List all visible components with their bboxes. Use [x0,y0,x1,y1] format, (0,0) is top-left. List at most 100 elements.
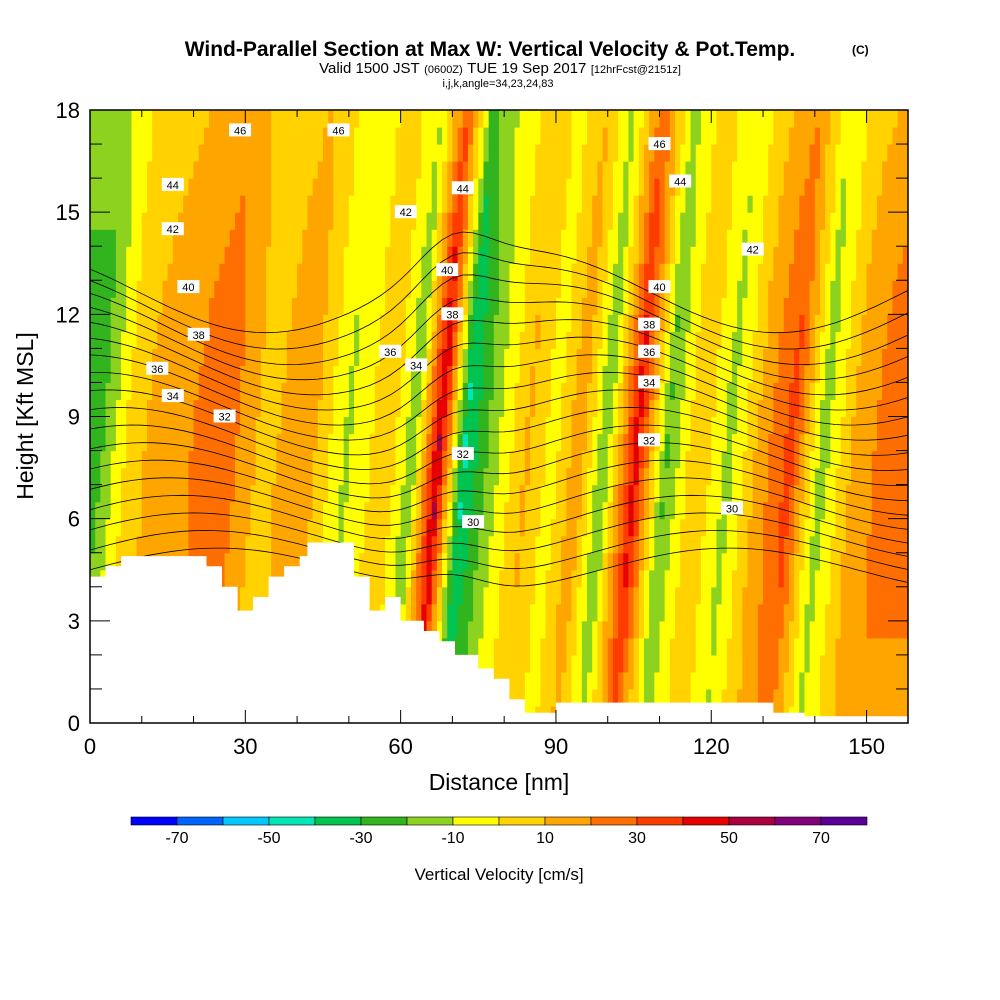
velocity-cell [742,467,749,486]
velocity-cell [695,501,702,520]
velocity-cell [690,484,697,503]
velocity-cell [297,416,303,435]
velocity-cell [183,501,189,520]
velocity-cell [545,110,552,128]
velocity-cell [410,348,417,367]
velocity-cell [369,246,376,264]
velocity-cell [535,433,542,452]
velocity-cell [711,348,718,367]
velocity-cell [297,518,303,537]
velocity-cell [338,314,345,332]
velocity-cell [136,229,143,247]
velocity-cell [338,161,345,179]
velocity-cell [726,144,733,162]
velocity-cell [737,297,743,315]
velocity-cell [115,127,122,145]
velocity-cell [395,535,402,554]
velocity-cell [473,637,479,656]
velocity-cell [747,586,754,605]
velocity-cell [788,416,795,435]
velocity-cell [276,433,283,452]
velocity-cell [561,603,567,622]
velocity-cell [737,484,743,503]
velocity-cell [276,161,283,179]
velocity-cell [115,229,122,247]
velocity-cell [602,433,609,452]
velocity-cell [695,637,702,656]
velocity-cell [333,297,340,315]
velocity-cell [643,450,650,469]
velocity-cell [385,501,391,520]
velocity-cell [426,535,433,554]
velocity-cell [188,450,195,469]
velocity-cell [576,382,583,401]
velocity-cell [203,195,210,213]
velocity-cell [105,297,112,315]
velocity-cell [535,501,542,520]
velocity-cell [695,127,702,145]
velocity-cell [359,331,365,349]
velocity-cell [131,212,138,230]
velocity-cell [266,535,272,554]
velocity-cell [281,297,288,315]
velocity-cell [307,263,314,281]
velocity-cell [333,212,340,230]
velocity-cell [788,688,795,707]
velocity-cell [141,331,148,349]
velocity-cell [747,416,754,435]
velocity-cell [742,501,749,520]
velocity-cell [493,518,500,537]
velocity-cell [499,280,505,298]
velocity-cell [354,331,360,349]
velocity-cell [659,501,666,520]
velocity-cell [426,246,433,264]
velocity-cell [369,535,376,554]
velocity-cell [721,416,728,435]
velocity-cell [700,433,707,452]
velocity-cell [167,161,174,179]
velocity-cell [530,450,536,469]
velocity-cell [499,450,505,469]
velocity-cell [400,433,407,452]
velocity-cell [209,382,215,401]
velocity-cell [742,603,749,622]
velocity-cell [726,399,733,418]
velocity-cell [530,229,536,247]
velocity-cell [654,637,661,656]
velocity-cell [768,637,774,656]
velocity-cell [700,484,707,503]
velocity-cell [209,467,215,486]
velocity-cell [141,297,148,315]
velocity-cell [690,552,697,571]
velocity-cell [763,518,769,537]
velocity-cell [281,263,288,281]
velocity-cell [281,365,288,384]
velocity-cell [659,297,666,315]
velocity-cell [587,178,593,196]
velocity-cell [317,195,324,213]
velocity-cell [281,280,288,298]
velocity-cell [146,127,153,145]
velocity-cell [436,314,443,332]
velocity-cell [157,484,164,503]
velocity-cell [587,161,593,179]
velocity-cell [198,127,205,145]
velocity-cell [234,195,241,213]
velocity-cell [188,433,195,452]
velocity-cell [700,110,707,128]
velocity-cell [581,161,588,179]
velocity-cell [700,535,707,554]
velocity-cell [224,365,231,384]
velocity-cell [250,144,257,162]
velocity-cell [146,399,153,418]
velocity-cell [680,263,686,281]
velocity-cell [514,144,521,162]
velocity-cell [685,467,692,486]
velocity-cell [519,297,526,315]
velocity-cell [763,552,769,571]
velocity-cell [659,535,666,554]
velocity-cell [473,382,479,401]
velocity-cell [742,178,749,196]
velocity-cell [664,637,671,656]
velocity-cell [680,161,686,179]
